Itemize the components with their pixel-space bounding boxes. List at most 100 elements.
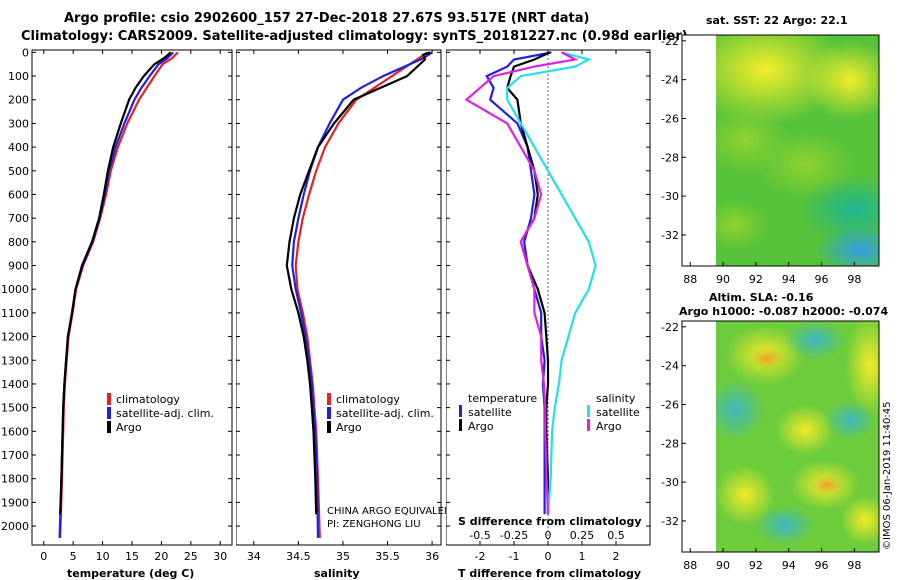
x-tick-label: 15 [125, 550, 139, 563]
salinity-profile-panel: 34 34.5 35 35.5 36 climatology satellite-adj… [236, 49, 442, 580]
sst-map-panel: 88 90 92 94 96 98 -22 -24 -26 -28 -30 -32 [661, 34, 880, 286]
top-tick-label: -0.5 [469, 529, 490, 542]
salinity-series-lines [285, 51, 433, 538]
legend-title-temperature: temperature [468, 392, 537, 405]
credit-line1: CHINA ARGO EQUIVALENT [327, 506, 458, 517]
y-tick-label: 1800 [1, 473, 29, 486]
top-tick-label: 0.25 [570, 529, 595, 542]
x-tick-label: 92 [749, 273, 763, 286]
y-tick-label: 600 [8, 188, 29, 201]
x-axis-label-temperature: temperature (deg C) [67, 567, 194, 580]
y-tick-label: 1500 [1, 402, 29, 415]
x-tick-label: 0 [40, 550, 47, 563]
x-axis-label-temp-diff: T difference from climatology [458, 567, 641, 580]
imos-watermark: ©IMOS 06-Jan-2019 11:40:45 [882, 401, 893, 550]
sst-map-ticks: 88 90 92 94 96 98 -22 -24 -26 -28 -30 -32 [661, 35, 861, 286]
x-tick-label: 5 [70, 550, 77, 563]
x-tick-label: 94 [782, 559, 796, 572]
y-tick-label: 1200 [1, 331, 29, 344]
legend-swatch-sal-satellite [587, 405, 590, 417]
top-tick-label: 0.5 [607, 529, 625, 542]
x-tick-label: 98 [847, 559, 861, 572]
x-tick-label: 0 [545, 550, 552, 563]
salinity-legend: climatology satellite-adj. clim. Argo [327, 393, 434, 434]
x-tick-label: 96 [815, 559, 829, 572]
sla-map-title-line2: Argo h1000: -0.087 h2000: -0.074 [679, 305, 889, 318]
legend-label-temp-argo: Argo [468, 420, 494, 433]
y-tick-label: -28 [661, 151, 679, 164]
y-tick-label: 200 [8, 94, 29, 107]
y-tick-label: 1600 [1, 425, 29, 438]
sla-map-ticks: 88 90 92 94 96 98 -22 -24 -26 -28 -30 -32 [661, 321, 861, 572]
y-tick-label: -30 [661, 190, 679, 203]
y-tick-label: -22 [661, 35, 679, 48]
temperature-legend: climatology satellite-adj. clim. Argo [107, 393, 214, 434]
y-tick-label: 1400 [1, 378, 29, 391]
y-tick-label: 1900 [1, 496, 29, 509]
y-tick-label: 400 [8, 141, 29, 154]
y-tick-label: 1700 [1, 449, 29, 462]
y-tick-label: 700 [8, 212, 29, 225]
legend-label-argo: Argo [116, 421, 142, 434]
legend-title-salinity: salinity [596, 392, 636, 405]
legend-label-argo: Argo [336, 421, 362, 434]
legend-label-sal-argo: Argo [596, 420, 622, 433]
x-tick-label: 90 [716, 273, 730, 286]
plot-area [31, 49, 233, 546]
y-tick-label: -32 [661, 229, 679, 242]
y-tick-label: 100 [8, 70, 29, 83]
y-tick-label: -22 [661, 321, 679, 334]
x-tick-label: 25 [184, 550, 198, 563]
difference-legend: temperature satellite Argo salinity sate… [459, 392, 640, 433]
legend-swatch-temp-argo [459, 419, 462, 431]
sst-map-title: sat. SST: 22 Argo: 22.1 [706, 14, 848, 27]
legend-swatch-climatology [327, 393, 331, 405]
sla-map-panel: 88 90 92 94 96 98 -22 -24 -26 -28 -30 -32 [661, 320, 880, 572]
y-tick-label: -28 [661, 437, 679, 450]
legend-swatch-satellite [327, 407, 331, 419]
y-tick-label: 800 [8, 236, 29, 249]
salinity-axis-ticks: 34 34.5 35 35.5 36 [236, 50, 441, 563]
x-tick-label: -1 [509, 550, 520, 563]
y-tick-label: 900 [8, 260, 29, 273]
y-tick-label: 500 [8, 165, 29, 178]
series-line-salinity-argo [464, 51, 579, 515]
y-tick-label: -32 [661, 515, 679, 528]
x-tick-label: 96 [815, 273, 829, 286]
legend-swatch-argo [327, 421, 331, 433]
x-tick-label: 35.5 [375, 550, 400, 563]
temperature-series-lines [58, 51, 179, 538]
y-tick-label: -26 [661, 398, 679, 411]
series-line-argo [285, 51, 431, 515]
x-tick-label: 34 [247, 550, 261, 563]
x-tick-label: 88 [683, 273, 697, 286]
plot-area [236, 49, 442, 546]
legend-swatch-sal-argo [587, 419, 590, 431]
x-tick-label: 2 [613, 550, 620, 563]
y-tick-label: -26 [661, 112, 679, 125]
y-tick-label: -24 [661, 360, 679, 373]
x-tick-label: 92 [749, 559, 763, 572]
y-tick-label: 1300 [1, 354, 29, 367]
y-tick-label: -30 [661, 476, 679, 489]
series-line-satelliteadjclim [291, 51, 433, 538]
temperature-profile-panel: 0 5 10 15 20 25 300100200300400500600700800900… [1, 46, 233, 580]
figure-title-line2: Climatology: CARS2009. Satellite-adjuste… [21, 29, 688, 44]
legend-swatch-argo [107, 421, 111, 433]
x-tick-label: 35 [336, 550, 350, 563]
x-tick-label: -2 [475, 550, 486, 563]
legend-label-temp-satellite: satellite [468, 406, 512, 419]
y-tick-label: 300 [8, 117, 29, 130]
top-axis-label-salinity-diff: S difference from climatology [458, 515, 642, 528]
x-tick-label: 36 [425, 550, 439, 563]
x-tick-label: 88 [683, 559, 697, 572]
x-tick-label: 30 [213, 550, 227, 563]
x-tick-label: 10 [96, 550, 110, 563]
y-tick-label: 1000 [1, 283, 29, 296]
difference-series-lines [464, 51, 597, 515]
legend-label-satellite: satellite-adj. clim. [336, 407, 434, 420]
y-tick-label: 2000 [1, 520, 29, 533]
legend-swatch-satellite [107, 407, 111, 419]
temperature-axis-ticks: 0 5 10 15 20 25 300100200300400500600700800900… [1, 46, 232, 563]
sla-map-title-line1: Altim. SLA: -0.16 [709, 291, 814, 304]
